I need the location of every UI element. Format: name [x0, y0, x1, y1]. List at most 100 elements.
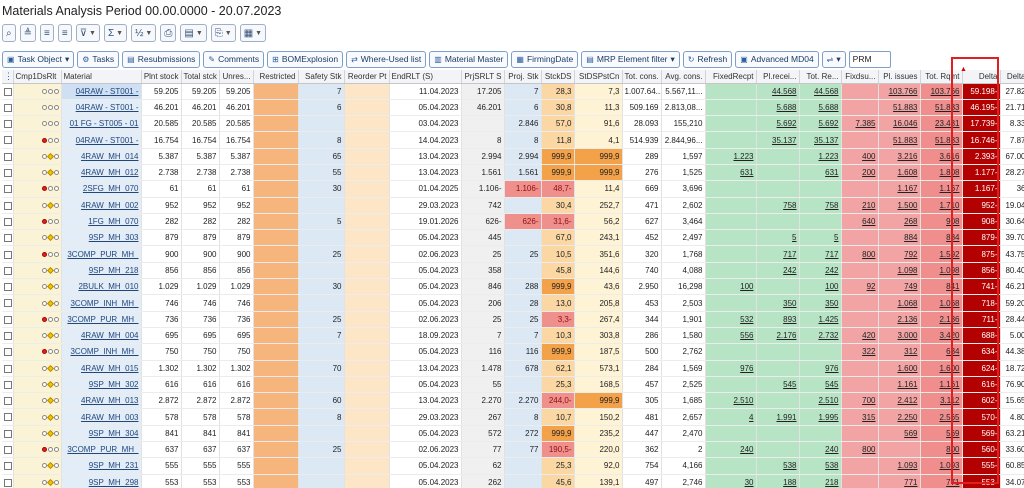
column-header[interactable]: Tot. cons. [622, 70, 662, 84]
checkbox-icon[interactable] [4, 380, 12, 389]
checkbox-icon[interactable] [4, 250, 12, 259]
total-requirement-cell[interactable]: 634 [920, 343, 963, 361]
column-header[interactable]: Safety Stk [298, 70, 345, 84]
total-receipt-cell[interactable]: 218 [799, 474, 842, 488]
total-receipt-cell[interactable] [799, 343, 842, 361]
material-link[interactable]: 9SP_MH_302 [61, 376, 142, 394]
table-row[interactable]: 9SP_MH_304 841 841 841 05.04.2023 572 272 999,9… [2, 425, 1024, 443]
column-header[interactable]: Fixdsu... [841, 70, 879, 84]
planned-receipt-cell[interactable]: 5 [756, 229, 800, 247]
fixed-issue-cell[interactable] [841, 229, 879, 247]
row-select-checkbox[interactable] [2, 229, 14, 247]
total-requirement-cell[interactable]: 1.068 [920, 294, 963, 312]
checkbox-icon[interactable] [4, 478, 12, 487]
total-receipt-cell[interactable]: 538 [799, 457, 842, 475]
total-requirement-cell[interactable]: 23.431 [920, 115, 963, 133]
total-requirement-cell[interactable]: 1.808 [920, 164, 963, 182]
checkbox-icon[interactable] [4, 136, 12, 145]
table-row[interactable]: 4RAW_MH_014 5.387 5.387 5.387 65 13.04.2023 2.… [2, 148, 1024, 165]
planned-receipt-cell[interactable]: 44.568 [756, 83, 800, 100]
column-header[interactable]: Delta [1000, 70, 1024, 84]
row-select-checkbox[interactable] [2, 376, 14, 394]
planned-issue-cell[interactable]: 1.093 [878, 457, 921, 475]
column-header[interactable]: Restricted [253, 70, 299, 84]
row-select-checkbox[interactable] [2, 392, 14, 410]
row-select-checkbox[interactable] [2, 83, 14, 100]
column-header[interactable]: FixedRecpt [705, 70, 757, 84]
column-header[interactable]: StDSPstCn [574, 70, 623, 84]
fixed-receipt-cell[interactable]: 240 [705, 441, 757, 459]
planned-receipt-cell[interactable] [756, 360, 800, 377]
total-requirement-cell[interactable]: 1.093 [920, 457, 963, 475]
planned-receipt-cell[interactable] [756, 343, 800, 361]
planned-receipt-cell[interactable] [756, 278, 800, 296]
total-requirement-cell[interactable]: 569 [920, 425, 963, 443]
material-link[interactable]: 3COMP_PUR_MH_ [61, 245, 142, 263]
planned-issue-cell[interactable]: 1.500 [878, 197, 921, 214]
fixed-issue-cell[interactable] [841, 180, 879, 198]
table-row[interactable]: 3COMP_PUR_MH_ 637 637 637 25 02.06.2023 77 77 19… [2, 441, 1024, 459]
material-link[interactable]: 9SP_MH_298 [61, 474, 142, 488]
total-receipt-cell[interactable]: 240 [799, 441, 842, 459]
fixed-receipt-cell[interactable] [705, 180, 757, 198]
material-link[interactable]: 4RAW_MH_003 [61, 408, 142, 426]
sort-descending-button[interactable]: ≡ [57, 24, 72, 42]
firming-date-button[interactable]: ▦ FirmingDate [511, 50, 579, 68]
total-requirement-cell[interactable]: 841 [920, 278, 963, 296]
planned-issue-cell[interactable] [878, 441, 921, 459]
column-settings-icon[interactable]: ⋮⋮ [2, 70, 14, 84]
total-requirement-cell[interactable]: 1.600 [920, 360, 963, 377]
total-receipt-cell[interactable]: 976 [799, 360, 842, 377]
planned-receipt-cell[interactable]: 5.692 [756, 115, 800, 133]
material-link[interactable]: 2SFG_MH_070 [61, 180, 142, 198]
task-object-button[interactable]: ▣ Task Object ▾ [2, 50, 75, 68]
table-row[interactable]: 2BULK_MH_010 1.029 1.029 1.029 30 05.04.2023 8… [2, 278, 1024, 296]
checkbox-icon[interactable] [4, 413, 12, 422]
sum-button[interactable]: Σ ▼ [103, 24, 128, 42]
checkbox-icon[interactable] [4, 397, 12, 406]
material-link[interactable]: 2BULK_MH_010 [61, 278, 142, 296]
planned-receipt-cell[interactable]: 758 [756, 197, 800, 214]
material-link[interactable]: 4RAW_MH_013 [61, 392, 142, 410]
row-select-checkbox[interactable] [2, 99, 14, 117]
table-row[interactable]: 2SFG_MH_070 61 61 61 30 01.04.2025 1.106- 1.106… [2, 180, 1024, 198]
material-link[interactable]: 4RAW_MH_014 [61, 148, 142, 165]
fixed-receipt-cell[interactable]: 976 [705, 360, 757, 377]
column-header[interactable]: Avg. cons. [661, 70, 706, 84]
column-header[interactable]: Tot. Re... [799, 70, 842, 84]
row-select-checkbox[interactable] [2, 164, 14, 182]
table-row[interactable]: 9SP_MH_218 856 856 856 05.04.2023 358 45,8 144,… [2, 262, 1024, 280]
total-requirement-cell[interactable]: 51.883 [920, 99, 963, 117]
where-used-button[interactable]: ⇄ Where-Used list [346, 50, 427, 68]
column-header[interactable]: Tot. Rqmt [920, 70, 963, 84]
planned-receipt-cell[interactable] [756, 425, 800, 443]
fixed-issue-cell[interactable] [841, 311, 879, 328]
planned-receipt-cell[interactable] [756, 392, 800, 410]
planned-receipt-cell[interactable] [756, 441, 800, 459]
checkbox-icon[interactable] [4, 87, 12, 96]
total-receipt-cell[interactable]: 2.732 [799, 327, 842, 345]
row-select-checkbox[interactable] [2, 457, 14, 475]
total-receipt-cell[interactable]: 545 [799, 376, 842, 394]
column-header[interactable]: Total stck [181, 70, 220, 84]
planned-issue-cell[interactable]: 3.000 [878, 327, 921, 345]
fixed-issue-cell[interactable]: 400 [841, 148, 879, 165]
total-receipt-cell[interactable] [799, 213, 842, 231]
total-receipt-cell[interactable]: 242 [799, 262, 842, 280]
total-receipt-cell[interactable] [799, 425, 842, 443]
total-receipt-cell[interactable]: 35.137 [799, 131, 842, 149]
print-button[interactable]: ⎙ [160, 24, 177, 42]
table-row[interactable]: 3COMP_PUR_MH_ 736 736 736 25 02.06.2023 25 25 3,… [2, 311, 1024, 328]
material-link[interactable]: 9SP_MH_304 [61, 425, 142, 443]
checkbox-icon[interactable] [4, 299, 12, 308]
total-requirement-cell[interactable]: 3.112 [920, 392, 963, 410]
fixed-issue-cell[interactable] [841, 83, 879, 100]
planned-receipt-cell[interactable]: 188 [756, 474, 800, 488]
planned-issue-cell[interactable]: 884 [878, 229, 921, 247]
mrp-element-filter-button[interactable]: ▤ MRP Element filter ▾ [581, 50, 680, 68]
comments-button[interactable]: ✎ Comments [203, 50, 265, 68]
column-header[interactable]: Delta [962, 70, 1001, 84]
fixed-issue-cell[interactable] [841, 294, 879, 312]
total-receipt-cell[interactable]: 758 [799, 197, 842, 214]
planned-issue-cell[interactable]: 749 [878, 278, 921, 296]
